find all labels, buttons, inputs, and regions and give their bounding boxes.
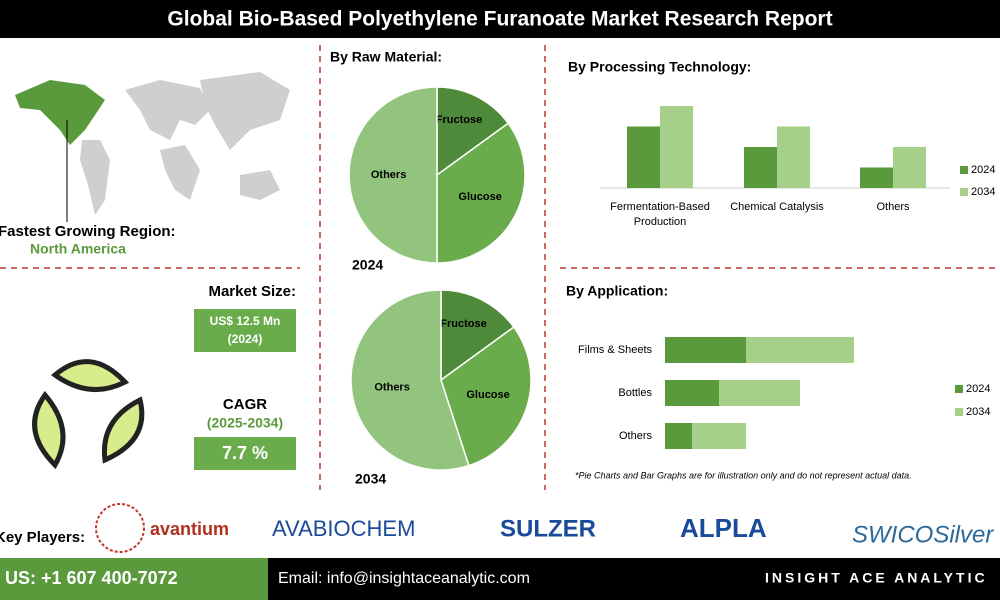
- market-size-box: [194, 309, 296, 352]
- player: SULZER: [500, 515, 596, 542]
- player: avantium: [150, 519, 229, 539]
- email: Email: info@insightaceanalytic.com: [278, 570, 530, 587]
- pie-slice: [436, 86, 510, 177]
- legend-label: 2034: [971, 186, 995, 198]
- bar: [665, 337, 746, 363]
- slice-label: Fructose: [440, 318, 486, 330]
- bar: [860, 167, 893, 188]
- legend-label: 2034: [966, 406, 990, 418]
- slice-label: Fructose: [436, 114, 482, 126]
- leaf-icon: [32, 359, 145, 470]
- pie-slice: [348, 86, 438, 264]
- bar: [746, 337, 854, 363]
- chart-title: By Application:: [566, 283, 668, 299]
- chart-title: By Raw Material:: [330, 49, 442, 65]
- player: SWICOSilver: [852, 521, 994, 548]
- market-size-value: US$ 12.5 Mn: [210, 314, 281, 328]
- phone: US: +1 607 400-7072: [5, 568, 178, 588]
- cagr-period: (2025-2034): [207, 415, 283, 431]
- chart-title: By Processing Technology:: [568, 59, 751, 75]
- x-tick-label: Others: [876, 201, 910, 213]
- x-tick-label: Chemical Catalysis: [730, 201, 824, 213]
- bar: [719, 380, 800, 406]
- dividers: [0, 45, 1000, 490]
- y-tick-label: Films & Sheets: [578, 344, 652, 356]
- market-size-year: (2024): [228, 332, 263, 346]
- bar: [692, 423, 746, 449]
- key-players-label: Key Players:: [0, 529, 85, 546]
- avantium-logo: [95, 503, 145, 553]
- title: Global Bio-Based Polyethylene Furanoate …: [167, 8, 832, 31]
- note: *Pie Charts and Bar Graphs are for illus…: [575, 470, 912, 480]
- chart-subtitle: 2024: [352, 257, 383, 273]
- market-size-label: Market Size:: [208, 283, 296, 300]
- slice-label: Others: [371, 169, 406, 181]
- player: AVABIOCHEM: [272, 516, 415, 541]
- slice-label: Others: [374, 382, 409, 394]
- bar: [660, 106, 693, 188]
- cagr-box: [194, 437, 296, 470]
- legend-swatch: [960, 166, 968, 174]
- chart-subtitle: 2034: [355, 471, 386, 487]
- brand: INSIGHT ACE ANALYTIC: [765, 570, 988, 586]
- bar: [893, 147, 926, 188]
- bar: [744, 147, 777, 188]
- bar: [627, 126, 660, 188]
- header-bar: [0, 0, 1000, 38]
- x-tick-label: Fermentation-Based Production: [610, 201, 710, 228]
- legend-label: 2024: [971, 164, 995, 176]
- slice-label: Glucose: [458, 191, 501, 203]
- legend-label: 2024: [966, 383, 990, 395]
- footer-right: [268, 558, 1000, 600]
- pie-slice: [350, 289, 470, 471]
- player: ALPLA: [680, 513, 767, 543]
- region-label: Fastest Growing Region:: [0, 223, 176, 240]
- pie-slice: [440, 289, 515, 382]
- y-tick-label: Others: [619, 430, 653, 442]
- cagr-value: 7.7 %: [222, 443, 268, 463]
- bar: [665, 380, 719, 406]
- slice-label: Glucose: [466, 389, 509, 401]
- bar: [665, 423, 692, 449]
- footer-left: [0, 558, 268, 600]
- region-value: North America: [30, 241, 126, 257]
- bar: [777, 126, 810, 188]
- cagr-label: CAGR: [223, 396, 267, 413]
- pie-slice: [440, 326, 532, 467]
- world-map: [15, 72, 290, 215]
- legend-swatch: [955, 408, 963, 416]
- legend-swatch: [960, 188, 968, 196]
- legend-swatch: [955, 385, 963, 393]
- pie-slice: [436, 122, 526, 264]
- y-tick-label: Bottles: [618, 387, 652, 399]
